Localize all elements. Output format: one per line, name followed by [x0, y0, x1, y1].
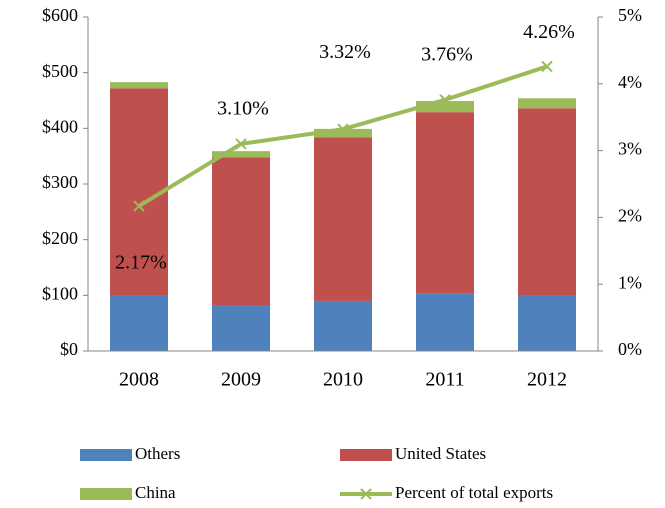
data-label: 3.10% — [217, 98, 269, 120]
bar-segment — [518, 98, 576, 109]
data-label: 4.26% — [523, 21, 575, 43]
y2-tick-label: 3% — [618, 139, 642, 159]
legend-label: Others — [135, 444, 180, 463]
y-tick-label: $0 — [60, 339, 78, 359]
y-tick-label: $400 — [42, 116, 78, 136]
legend-swatch — [340, 449, 392, 461]
data-label: 3.76% — [421, 43, 473, 65]
legend-label: United States — [395, 444, 486, 463]
bar-segment — [314, 128, 372, 138]
data-label: 3.32% — [319, 41, 371, 63]
bar-segment — [416, 293, 474, 351]
bar-segment — [314, 137, 372, 301]
bar-segment — [416, 101, 474, 113]
legend-marker — [360, 488, 372, 500]
y-tick-label: $100 — [42, 283, 78, 303]
y2-tick-label: 5% — [618, 5, 642, 25]
bar-segment — [212, 157, 270, 306]
legend-label: Percent of total exports — [395, 483, 553, 502]
y2-tick-label: 4% — [618, 72, 642, 92]
line-marker — [337, 123, 349, 135]
y-tick-label: $300 — [42, 172, 78, 192]
bar-segment — [518, 295, 576, 351]
legend-label: China — [135, 483, 176, 502]
y-tick-label: $500 — [42, 61, 78, 81]
y2-tick-label: 1% — [618, 272, 642, 292]
y-tick-label: $600 — [42, 5, 78, 25]
bar-segment — [518, 108, 576, 296]
x-tick-label: 2012 — [527, 369, 567, 391]
legend-swatch — [80, 488, 132, 500]
x-tick-label: 2008 — [119, 369, 159, 391]
x-tick-label: 2011 — [425, 369, 464, 391]
y2-tick-label: 0% — [618, 339, 642, 359]
x-tick-label: 2010 — [323, 369, 363, 391]
y-tick-label: $200 — [42, 228, 78, 248]
bar-segment — [110, 82, 168, 89]
data-label: 2.17% — [115, 252, 167, 274]
bar-segment — [314, 300, 372, 351]
bar-segment — [212, 305, 270, 351]
x-tick-label: 2009 — [221, 369, 261, 391]
line-marker — [133, 200, 145, 212]
line-marker — [439, 94, 451, 106]
bar-segment — [416, 112, 474, 294]
legend-swatch — [80, 449, 132, 461]
line-marker — [541, 60, 553, 73]
bar-segment — [212, 151, 270, 158]
line-marker — [235, 138, 247, 150]
y2-tick-label: 2% — [618, 206, 642, 226]
bar-segment — [110, 295, 168, 351]
